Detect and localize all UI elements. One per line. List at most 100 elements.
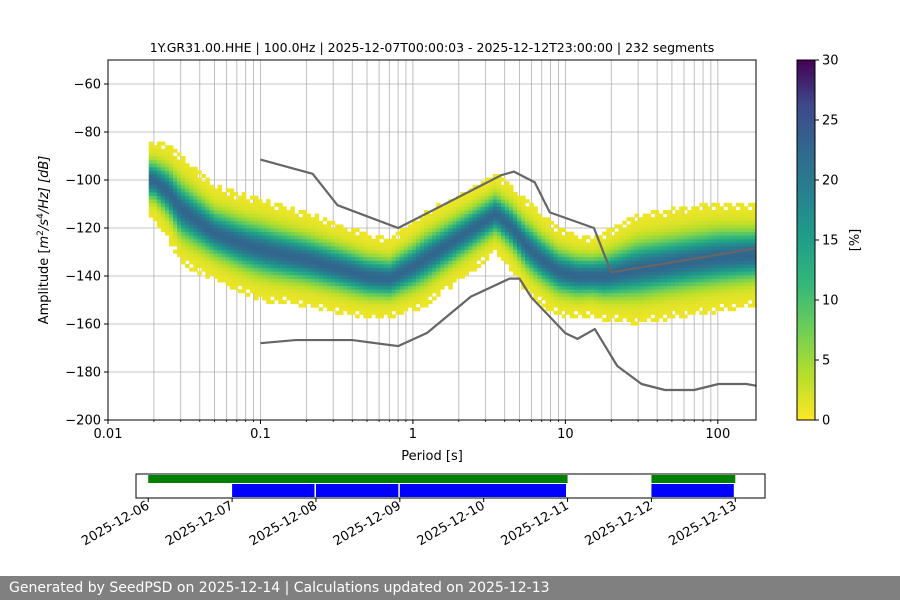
heatmap-cell bbox=[290, 217, 295, 222]
heatmap-cell bbox=[294, 235, 299, 240]
heatmap-cell bbox=[711, 303, 716, 308]
heatmap-cell bbox=[505, 202, 510, 207]
heatmap-cell bbox=[270, 278, 275, 283]
heatmap-cell bbox=[432, 260, 437, 265]
heatmap-cell bbox=[314, 246, 320, 250]
heatmap-cell bbox=[557, 242, 563, 247]
heatmap-cell bbox=[225, 271, 231, 276]
heatmap-cell bbox=[610, 260, 615, 265]
heatmap-cell bbox=[650, 285, 656, 290]
heatmap-cell bbox=[201, 253, 206, 258]
heatmap-cell bbox=[638, 256, 644, 261]
heatmap-cell bbox=[185, 188, 190, 193]
heatmap-cell bbox=[156, 206, 162, 211]
heatmap-cell bbox=[355, 246, 360, 250]
heatmap-cell bbox=[415, 249, 421, 254]
heatmap-cell bbox=[500, 242, 506, 247]
heatmap-cell bbox=[217, 235, 223, 240]
heatmap-cell bbox=[695, 238, 700, 243]
heatmap-cell bbox=[464, 271, 469, 276]
heatmap-cell bbox=[444, 235, 449, 240]
heatmap-cell bbox=[537, 289, 542, 294]
heatmap-cell bbox=[521, 202, 526, 207]
heatmap-cell bbox=[185, 170, 190, 175]
heatmap-cell bbox=[419, 285, 425, 290]
heatmap-cell bbox=[205, 256, 210, 261]
heatmap-cell bbox=[545, 282, 550, 286]
heatmap-cell bbox=[290, 285, 295, 290]
heatmap-cell bbox=[221, 267, 227, 272]
heatmap-cell bbox=[452, 249, 457, 254]
heatmap-cell bbox=[181, 224, 186, 229]
heatmap-cell bbox=[314, 303, 320, 308]
heatmap-cell bbox=[557, 267, 563, 272]
heatmap-cell bbox=[505, 231, 510, 236]
heatmap-cell bbox=[711, 235, 716, 240]
heatmap-cell bbox=[711, 202, 716, 207]
heatmap-cell bbox=[529, 238, 534, 243]
heatmap-cell bbox=[577, 282, 583, 286]
heatmap-cell bbox=[719, 282, 725, 286]
heatmap-cell bbox=[464, 195, 469, 200]
heatmap-cell bbox=[675, 289, 680, 294]
heatmap-cell bbox=[270, 235, 275, 240]
heatmap-cell bbox=[148, 181, 154, 186]
heatmap-cell bbox=[213, 264, 218, 268]
heatmap-cell bbox=[585, 274, 591, 279]
heatmap-cell bbox=[436, 246, 441, 250]
heatmap-cell bbox=[168, 148, 174, 153]
heatmap-cell bbox=[541, 292, 546, 297]
heatmap-cell bbox=[298, 238, 303, 243]
heatmap-cell bbox=[476, 224, 482, 229]
heatmap-cell bbox=[731, 285, 737, 290]
heatmap-cell bbox=[444, 213, 449, 218]
heatmap-cell bbox=[525, 210, 530, 214]
heatmap-cell bbox=[557, 264, 563, 268]
heatmap-cell bbox=[683, 242, 688, 247]
heatmap-cell bbox=[634, 274, 639, 279]
heatmap-cell bbox=[177, 224, 182, 229]
heatmap-cell bbox=[468, 202, 474, 207]
heatmap-cell bbox=[152, 152, 158, 157]
heatmap-cell bbox=[699, 278, 704, 283]
heatmap-cell bbox=[209, 235, 214, 240]
heatmap-cell bbox=[209, 249, 214, 254]
heatmap-cell bbox=[626, 246, 631, 250]
heatmap-cell bbox=[723, 249, 729, 254]
heatmap-cell bbox=[164, 202, 170, 207]
heatmap-cell bbox=[334, 253, 340, 258]
heatmap-cell bbox=[225, 274, 231, 279]
heatmap-cell bbox=[266, 220, 271, 225]
heatmap-cell bbox=[314, 213, 320, 218]
heatmap-cell bbox=[205, 264, 210, 268]
heatmap-cell bbox=[545, 256, 550, 261]
heatmap-cell bbox=[662, 256, 668, 261]
heatmap-cell bbox=[638, 271, 644, 276]
heatmap-cell bbox=[363, 278, 368, 283]
heatmap-cell bbox=[428, 224, 433, 229]
heatmap-cell bbox=[209, 256, 214, 261]
heatmap-cell bbox=[258, 292, 263, 297]
heatmap-cell bbox=[241, 242, 247, 247]
heatmap-cell bbox=[687, 238, 692, 243]
heatmap-cell bbox=[375, 307, 380, 312]
heatmap-cell bbox=[634, 303, 639, 308]
heatmap-cell bbox=[658, 238, 664, 243]
heatmap-cell bbox=[347, 303, 352, 308]
heatmap-cell bbox=[415, 278, 421, 283]
heatmap-cell bbox=[245, 246, 251, 250]
heatmap-cell bbox=[326, 249, 332, 254]
heatmap-cell bbox=[270, 242, 275, 247]
heatmap-cell bbox=[590, 256, 595, 261]
heatmap-cell bbox=[298, 296, 303, 301]
heatmap-cell bbox=[249, 235, 255, 240]
heatmap-cell bbox=[229, 220, 235, 225]
heatmap-cell bbox=[496, 228, 502, 232]
heatmap-cell bbox=[468, 242, 474, 247]
heatmap-cell bbox=[739, 238, 745, 243]
heatmap-cell bbox=[472, 231, 478, 236]
heatmap-cell bbox=[193, 267, 198, 272]
heatmap-cell bbox=[419, 264, 425, 268]
heatmap-cell bbox=[727, 238, 733, 243]
heatmap-cell bbox=[630, 307, 635, 312]
